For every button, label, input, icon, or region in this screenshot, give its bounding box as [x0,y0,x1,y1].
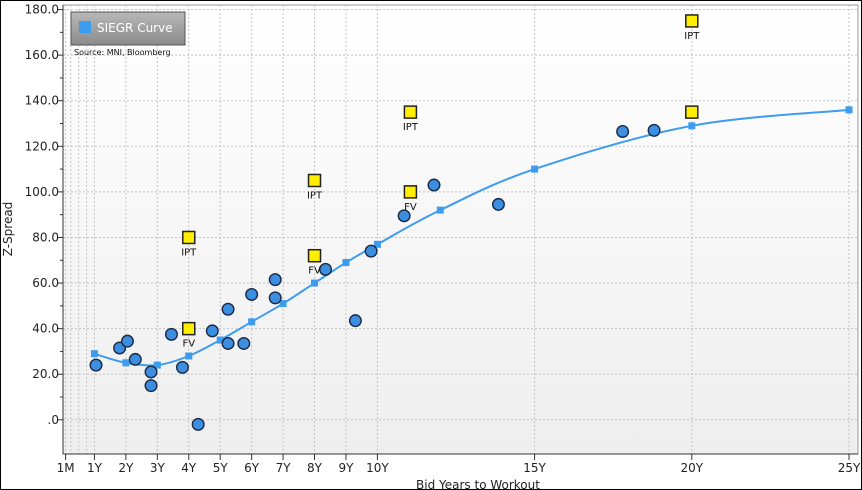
bond-point [397,209,411,223]
y-tick-label: 80.0 [32,230,59,244]
x-tick-label: 1Y [87,461,103,475]
plot-area [62,4,859,455]
curve-node-marker [688,122,696,130]
siegr-curve-line [94,108,850,367]
bond-point [175,360,189,374]
bond-point [191,417,205,431]
curve-node-marker [845,106,853,114]
bond-point [164,327,178,341]
new-issue-marker [685,105,699,119]
marker-label: IPT [307,190,323,201]
bond-point [319,262,333,276]
x-tick-label: 10Y [366,461,389,475]
x-tick-label: 9Y [338,461,354,475]
x-tick-label: 5Y [213,461,229,475]
x-tick-label: 3Y [150,461,166,475]
curve-node-marker [216,336,224,344]
new-issue-marker [685,14,699,28]
bond-point [237,336,251,350]
curve-node-marker [153,361,161,369]
axes: .0 20.0 40.0 60.0 80.0 100.0 120.0 140.0 160.0 18… [25,3,861,475]
y-tick-label: 160.0 [25,48,59,62]
y-tick-label: .0 [48,413,59,427]
x-tick-label: 25Y [838,461,861,475]
x-tick-label: 8Y [307,461,323,475]
bond-point [268,291,282,305]
y-tick-label: 20.0 [32,367,59,381]
marker-label: FV [308,266,321,277]
new-issue-marker [307,248,322,263]
bond-point [348,314,362,328]
curve-node-marker [90,350,98,358]
marker-label: IPT [684,31,700,42]
y-tick-label: 60.0 [32,276,59,290]
y-tick-label: 180.0 [25,3,59,17]
legend-label: SIEGR Curve [97,21,173,35]
x-tick-label: 2Y [118,461,134,475]
x-tick-label: 4Y [181,461,197,475]
y-tick-label: 140.0 [25,94,59,108]
x-axis-title: Bid Years to Workout [416,478,540,489]
source-note: Source: MNI, Bloomberg [74,48,171,57]
y-tick-label: 40.0 [32,322,59,336]
bond-point [205,324,219,338]
marker-label: IPT [403,122,419,133]
grid-lines [63,5,858,454]
y-tick-label: 120.0 [25,139,59,153]
bond-point [245,287,259,301]
curve-node-marker [342,259,350,267]
bond-point [144,365,158,379]
bond-point [427,178,441,192]
bond-point [647,123,661,137]
x-tick-label: 1M [57,461,75,475]
y-tick-label: 100.0 [25,185,59,199]
bond-point [268,273,282,287]
new-issue-marker [307,173,322,188]
x-tick-label: 6Y [244,461,260,475]
marker-label: FV [404,202,417,213]
new-issue-marker [182,321,196,336]
legend-swatch-icon [79,21,91,33]
bond-point [491,197,505,211]
bond-point [89,358,103,372]
bond-point [364,244,378,258]
y-axis-title: Z-Spread [1,202,15,257]
x-tick-label: 7Y [276,461,292,475]
curve-node-marker [531,165,539,173]
bond-point [221,302,235,316]
new-issue-marker [403,185,418,199]
bond-point [144,379,158,393]
curve-node-marker [185,352,193,360]
bond-point [616,124,630,138]
marker-label: FV [182,339,195,350]
curve-node-marker [373,240,381,248]
new-issue-marker [403,105,418,119]
marker-label: IPT [181,247,197,258]
bond-point [128,352,142,366]
curve-node-marker [436,206,444,214]
curve-node-marker [248,318,256,326]
x-tick-label: 15Y [523,461,546,475]
legend[interactable]: SIEGR Curve [70,11,186,46]
curve-node-marker [279,300,287,308]
series-layer: IPT FV IPT FV IPT FV IPT [89,14,853,431]
x-tick-label: 20Y [680,461,703,475]
curve-node-marker [122,359,130,367]
bond-point [120,334,134,348]
curve-node-marker [311,279,319,287]
new-issue-marker [182,230,196,245]
bond-point [221,336,235,350]
